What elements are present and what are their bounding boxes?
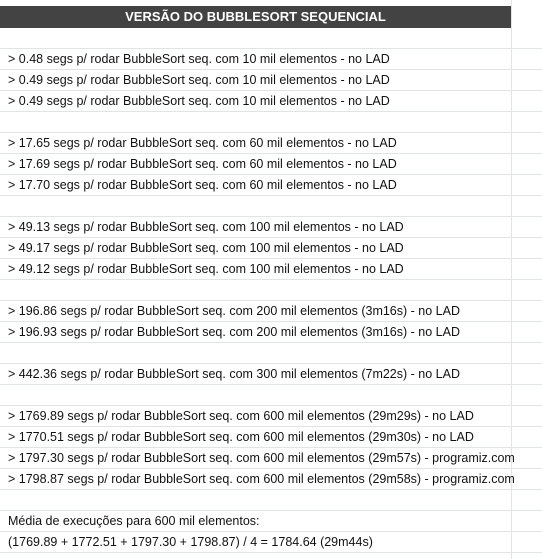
sheet-row[interactable]	[0, 196, 542, 217]
sheet-row[interactable]	[0, 343, 542, 364]
sheet-row[interactable]: Média de execuções para 600 mil elemento…	[0, 511, 542, 532]
cell-text: > 49.13 segs p/ rodar BubbleSort seq. co…	[8, 220, 404, 234]
cell-text: > 17.70 segs p/ rodar BubbleSort seq. co…	[8, 178, 397, 192]
sheet-row[interactable]: > 1770.51 segs p/ rodar BubbleSort seq. …	[0, 427, 542, 448]
sheet-row[interactable]: > 0.49 segs p/ rodar BubbleSort seq. com…	[0, 70, 542, 91]
sheet-row[interactable]: > 0.49 segs p/ rodar BubbleSort seq. com…	[0, 91, 542, 112]
sheet-row[interactable]	[0, 280, 542, 301]
sheet-row[interactable]: > 196.86 segs p/ rodar BubbleSort seq. c…	[0, 301, 542, 322]
sheet-row[interactable]: > 49.12 segs p/ rodar BubbleSort seq. co…	[0, 259, 542, 280]
sheet-row[interactable]: > 0.48 segs p/ rodar BubbleSort seq. com…	[0, 49, 542, 70]
cell-text: > 0.49 segs p/ rodar BubbleSort seq. com…	[8, 94, 390, 108]
cell-text: > 0.49 segs p/ rodar BubbleSort seq. com…	[8, 73, 390, 87]
sheet-row[interactable]: > 17.70 segs p/ rodar BubbleSort seq. co…	[0, 175, 542, 196]
sheet-title-cell[interactable]: VERSÃO DO BUBBLESORT SEQUENCIAL	[0, 6, 511, 28]
sheet-row[interactable]: > 17.69 segs p/ rodar BubbleSort seq. co…	[0, 154, 542, 175]
cell-text: > 49.12 segs p/ rodar BubbleSort seq. co…	[8, 262, 404, 276]
cell-text: > 17.69 segs p/ rodar BubbleSort seq. co…	[8, 157, 397, 171]
cell-text: > 0.48 segs p/ rodar BubbleSort seq. com…	[8, 52, 390, 66]
sheet-row[interactable]: > 49.13 segs p/ rodar BubbleSort seq. co…	[0, 217, 542, 238]
sheet-row[interactable]: > 442.36 segs p/ rodar BubbleSort seq. c…	[0, 364, 542, 385]
cell-text: > 196.93 segs p/ rodar BubbleSort seq. c…	[8, 325, 460, 339]
cell-text: > 1769.89 segs p/ rodar BubbleSort seq. …	[8, 409, 474, 423]
sheet-row[interactable]	[0, 112, 542, 133]
cell-text: Média de execuções para 600 mil elemento…	[8, 514, 260, 528]
sheet-row[interactable]: (1769.89 + 1772.51 + 1797.30 + 1798.87) …	[0, 532, 542, 553]
cell-text: (1769.89 + 1772.51 + 1797.30 + 1798.87) …	[8, 535, 373, 549]
cell-text: > 17.65 segs p/ rodar BubbleSort seq. co…	[8, 136, 397, 150]
cell-text: > 196.86 segs p/ rodar BubbleSort seq. c…	[8, 304, 460, 318]
sheet-row[interactable]: > 1797.30 segs p/ rodar BubbleSort seq. …	[0, 448, 542, 469]
sheet-row[interactable]: > 196.93 segs p/ rodar BubbleSort seq. c…	[0, 322, 542, 343]
sheet-row[interactable]: > 49.17 segs p/ rodar BubbleSort seq. co…	[0, 238, 542, 259]
sheet-row[interactable]	[0, 385, 542, 406]
cell-text: > 1770.51 segs p/ rodar BubbleSort seq. …	[8, 430, 474, 444]
sheet-row[interactable]: > 1769.89 segs p/ rodar BubbleSort seq. …	[0, 406, 542, 427]
cell-text: > 442.36 segs p/ rodar BubbleSort seq. c…	[8, 367, 460, 381]
sheet-row[interactable]: > 1798.87 segs p/ rodar BubbleSort seq. …	[0, 469, 542, 490]
cell-text: > 1797.30 segs p/ rodar BubbleSort seq. …	[8, 451, 515, 465]
sheet-row[interactable]	[0, 490, 542, 511]
cell-text: > 49.17 segs p/ rodar BubbleSort seq. co…	[8, 241, 404, 255]
sheet-row[interactable]	[0, 28, 542, 49]
cell-text: > 1798.87 segs p/ rodar BubbleSort seq. …	[8, 472, 515, 486]
sheet-row[interactable]: > 17.65 segs p/ rodar BubbleSort seq. co…	[0, 133, 542, 154]
